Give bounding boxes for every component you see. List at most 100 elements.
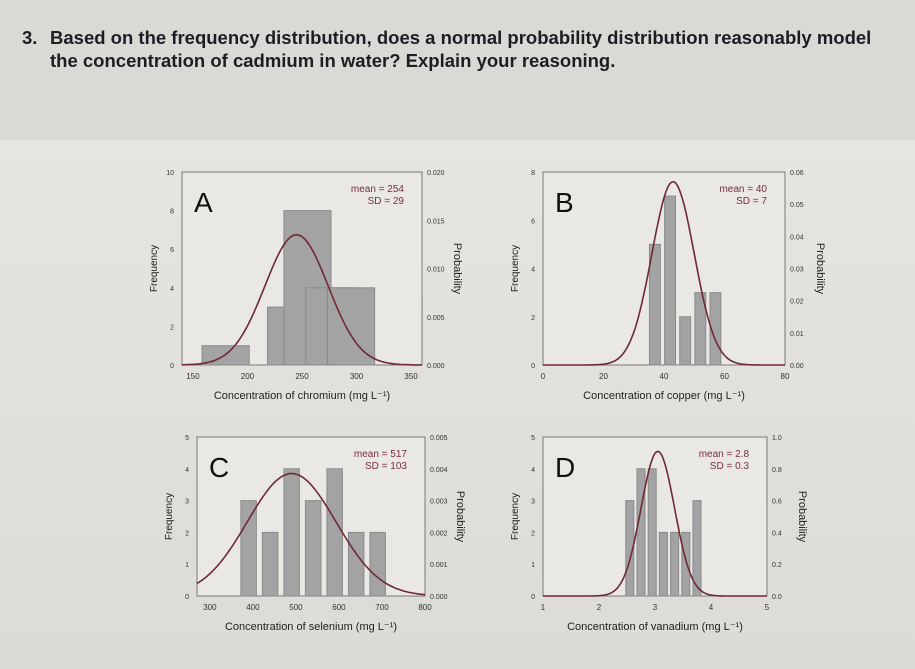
y2-axis-label-d: Probability — [796, 491, 808, 543]
x-tick-c: 300 — [203, 603, 217, 612]
y-axis-label-b: Frequency — [510, 245, 521, 292]
x-tick-a: 200 — [241, 372, 255, 381]
bar-c-1 — [261, 531, 279, 597]
y2-tick-c: 0.004 — [430, 467, 448, 474]
y2-tick-b: 0.02 — [790, 299, 804, 306]
bar-d-2 — [647, 468, 657, 597]
y-tick-b: 2 — [531, 315, 535, 322]
y2-tick-c: 0.005 — [430, 435, 448, 442]
x-tick-b: 80 — [781, 372, 790, 381]
y2-tick-d: 0.8 — [772, 467, 782, 474]
bar-d-5 — [681, 531, 691, 597]
x-tick-a: 300 — [350, 372, 364, 381]
x-tick-a: 350 — [404, 372, 418, 381]
y-tick-d: 2 — [531, 530, 535, 537]
annotation-sd-a: SD = 29 — [368, 196, 405, 207]
y2-tick-b: 0.01 — [790, 331, 804, 338]
bar-c-4 — [326, 468, 343, 597]
y-tick-a: 6 — [170, 247, 174, 254]
y-axis-label-d: Frequency — [510, 493, 521, 540]
y2-tick-b: 0.03 — [790, 267, 804, 274]
normal-curve-c — [196, 472, 426, 596]
y2-tick-b: 0.00 — [790, 363, 804, 370]
y-tick-d: 3 — [531, 499, 535, 506]
y2-tick-c: 0.001 — [430, 562, 448, 569]
y-tick-a: 10 — [166, 170, 174, 177]
y-axis-label-c: Frequency — [164, 493, 175, 540]
y2-tick-b: 0.04 — [790, 234, 804, 241]
y2-tick-a: 0.020 — [427, 170, 445, 177]
y2-tick-c: 0.003 — [430, 499, 448, 506]
bar-c-2 — [283, 468, 300, 597]
y-tick-b: 6 — [531, 218, 535, 225]
y2-tick-d: 0.6 — [772, 499, 782, 506]
normal-curve-a — [182, 233, 422, 366]
y-tick-d: 1 — [531, 562, 535, 569]
x-axis-label-d: Concentration of vanadium (mg L⁻¹) — [567, 621, 743, 633]
y2-axis-label-c: Probability — [454, 491, 466, 543]
bar-d-4 — [670, 531, 680, 597]
x-tick-a: 150 — [186, 372, 200, 381]
x-tick-b: 40 — [660, 372, 669, 381]
bar-c-6 — [369, 531, 386, 597]
x-axis-label-a: Concentration of chromium (mg L⁻¹) — [214, 390, 390, 402]
bar-c-0 — [240, 500, 257, 597]
y-tick-b: 4 — [531, 267, 535, 274]
x-tick-c: 500 — [289, 603, 303, 612]
annotation-sd-b: SD = 7 — [736, 196, 767, 207]
x-tick-c: 700 — [375, 603, 389, 612]
y2-tick-a: 0.015 — [427, 218, 445, 225]
y-tick-a: 8 — [170, 209, 174, 216]
y-tick-c: 0 — [185, 594, 189, 601]
y2-tick-d: 1.0 — [772, 435, 782, 442]
annotation-sd-c: SD = 103 — [365, 461, 407, 472]
x-tick-b: 20 — [599, 372, 608, 381]
y-tick-c: 4 — [185, 467, 189, 474]
x-tick-a: 250 — [295, 372, 309, 381]
y2-tick-c: 0.000 — [430, 594, 448, 601]
annotation-mean-d: mean = 2.8 — [699, 449, 750, 460]
y-tick-b: 0 — [531, 363, 535, 370]
question-number: 3. — [22, 27, 38, 48]
bar-d-3 — [658, 531, 668, 597]
y-tick-a: 4 — [170, 286, 174, 293]
y2-tick-d: 0.0 — [772, 594, 782, 601]
annotation-mean-c: mean = 517 — [354, 449, 408, 460]
y-tick-a: 2 — [170, 324, 174, 331]
bar-d-1 — [636, 468, 646, 597]
y-tick-c: 5 — [185, 435, 189, 442]
y-tick-c: 1 — [185, 562, 189, 569]
x-tick-c: 800 — [418, 603, 432, 612]
y2-tick-d: 0.4 — [772, 530, 782, 537]
bar-d-0 — [625, 500, 635, 597]
question-text: Based on the frequency distribution, doe… — [50, 27, 872, 71]
normal-curve-d — [543, 450, 767, 597]
y-tick-d: 5 — [531, 435, 535, 442]
panel-letter-c: C — [209, 452, 229, 483]
y-tick-d: 4 — [531, 467, 535, 474]
panel-letter-a: A — [194, 187, 213, 218]
y2-tick-a: 0.005 — [427, 315, 445, 322]
normal-curve-b — [543, 181, 785, 366]
annotation-sd-d: SD = 0.3 — [710, 461, 750, 472]
plot-frame-b — [542, 171, 786, 366]
y2-tick-b: 0.05 — [790, 202, 804, 209]
bar-b-3 — [694, 292, 707, 366]
bar-c-5 — [347, 531, 365, 597]
bar-d-6 — [692, 500, 702, 597]
bar-a-4 — [327, 287, 376, 366]
y-tick-c: 3 — [185, 499, 189, 506]
bar-b-0 — [648, 243, 661, 366]
panel-letter-d: D — [555, 452, 575, 483]
y-tick-a: 0 — [170, 363, 174, 370]
bar-b-1 — [664, 195, 676, 366]
x-tick-d: 1 — [541, 603, 546, 612]
bar-b-4 — [709, 292, 722, 366]
x-axis-label-c: Concentration of selenium (mg L⁻¹) — [225, 621, 397, 633]
panel-letter-b: B — [555, 187, 574, 218]
x-tick-d: 3 — [653, 603, 658, 612]
x-tick-c: 400 — [246, 603, 260, 612]
x-axis-label-b: Concentration of copper (mg L⁻¹) — [583, 390, 745, 402]
bar-c-3 — [304, 500, 322, 597]
